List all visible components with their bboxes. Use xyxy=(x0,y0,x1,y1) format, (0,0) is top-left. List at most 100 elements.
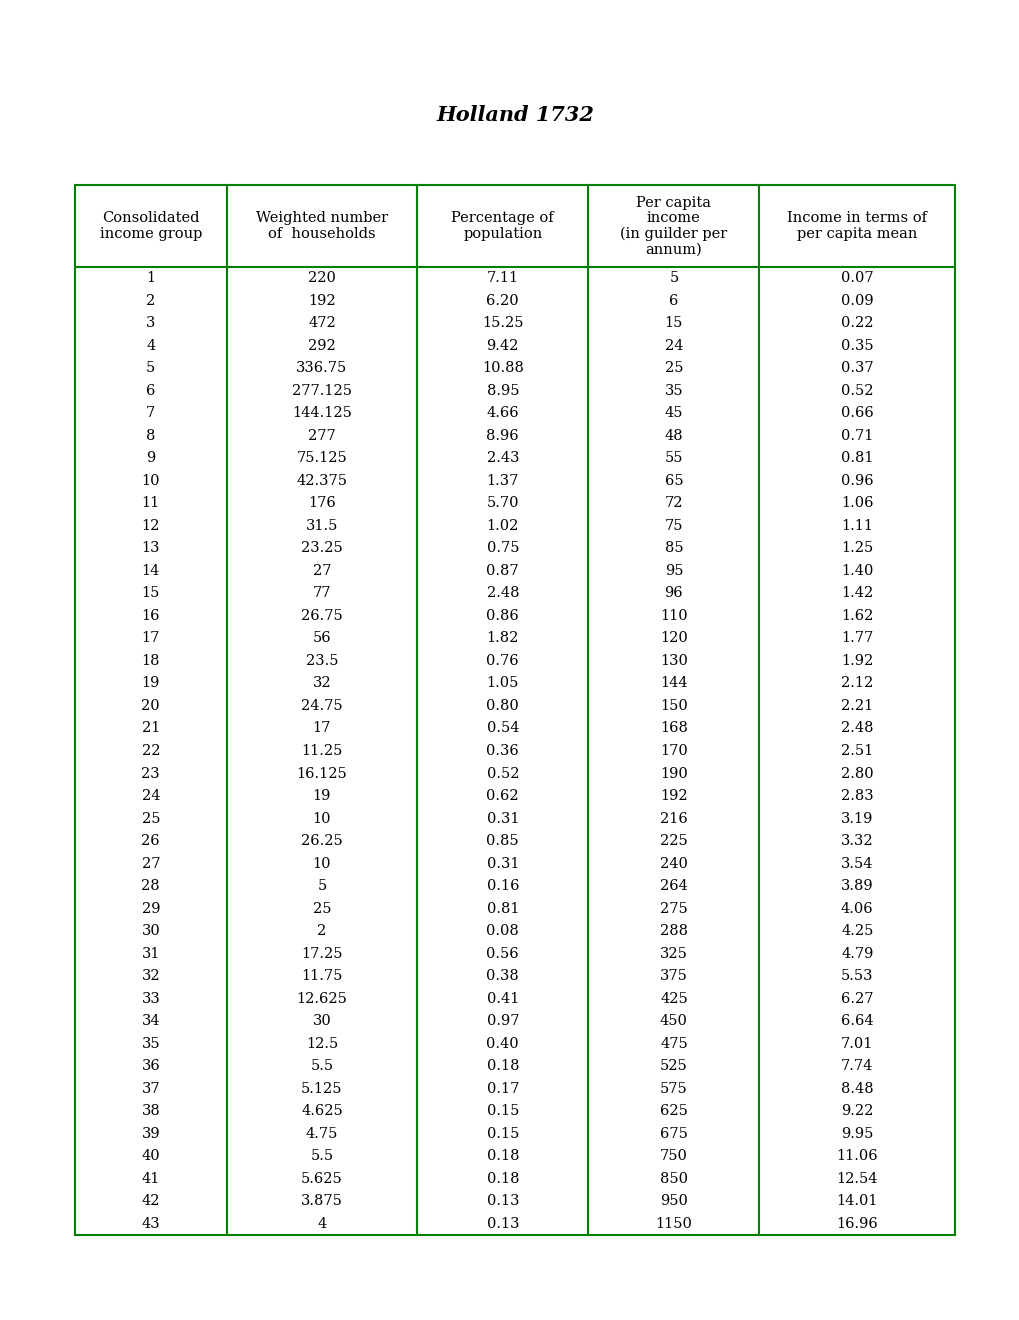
Text: 0.31: 0.31 xyxy=(486,812,519,825)
Text: 4.79: 4.79 xyxy=(841,946,872,961)
Text: 17.25: 17.25 xyxy=(301,946,342,961)
Text: 2.48: 2.48 xyxy=(486,586,519,601)
Text: 16.96: 16.96 xyxy=(836,1217,877,1230)
Text: Percentage of: Percentage of xyxy=(451,211,553,226)
Text: 0.37: 0.37 xyxy=(840,362,872,375)
Text: 0.09: 0.09 xyxy=(840,294,872,308)
Text: 85: 85 xyxy=(664,541,683,556)
Text: 27: 27 xyxy=(313,564,331,578)
Text: 375: 375 xyxy=(659,969,687,983)
Text: 45: 45 xyxy=(664,407,683,420)
Text: 2: 2 xyxy=(146,294,155,308)
Text: 130: 130 xyxy=(659,653,687,668)
Text: 0.81: 0.81 xyxy=(840,451,872,466)
Text: 40: 40 xyxy=(142,1150,160,1163)
Text: 11.75: 11.75 xyxy=(301,969,342,983)
Text: 9.22: 9.22 xyxy=(841,1105,872,1118)
Text: 0.18: 0.18 xyxy=(486,1150,519,1163)
Text: 24: 24 xyxy=(142,789,160,803)
Text: 0.08: 0.08 xyxy=(486,924,519,939)
Text: 2.51: 2.51 xyxy=(841,744,872,758)
Text: 10: 10 xyxy=(313,857,331,871)
Text: 7.11: 7.11 xyxy=(486,271,519,285)
Text: 220: 220 xyxy=(308,271,335,285)
Text: 277: 277 xyxy=(308,429,335,442)
Text: 525: 525 xyxy=(659,1059,687,1073)
Text: 8.48: 8.48 xyxy=(840,1081,872,1096)
Text: 325: 325 xyxy=(659,946,687,961)
Text: 5: 5 xyxy=(668,271,678,285)
Text: 26.25: 26.25 xyxy=(301,834,342,847)
Text: 0.54: 0.54 xyxy=(486,722,519,735)
Text: 15.25: 15.25 xyxy=(482,317,523,330)
Text: 35: 35 xyxy=(664,384,683,397)
Text: 14: 14 xyxy=(142,564,160,578)
Text: 0.40: 0.40 xyxy=(486,1036,519,1051)
Text: 4.625: 4.625 xyxy=(301,1105,342,1118)
Text: 48: 48 xyxy=(664,429,683,442)
Text: 0.17: 0.17 xyxy=(486,1081,519,1096)
Text: 4: 4 xyxy=(146,339,155,352)
Text: 190: 190 xyxy=(659,767,687,780)
Text: Per capita: Per capita xyxy=(636,195,710,210)
Text: 3.32: 3.32 xyxy=(840,834,872,847)
Text: 5.5: 5.5 xyxy=(310,1150,333,1163)
Text: 33: 33 xyxy=(142,991,160,1006)
Text: 1150: 1150 xyxy=(655,1217,692,1230)
Text: 450: 450 xyxy=(659,1014,687,1028)
Text: 77: 77 xyxy=(313,586,331,601)
Text: 0.81: 0.81 xyxy=(486,902,519,916)
Text: 264: 264 xyxy=(659,879,687,894)
Text: 6.20: 6.20 xyxy=(486,294,519,308)
Text: 292: 292 xyxy=(308,339,335,352)
Text: 8: 8 xyxy=(146,429,155,442)
Text: 27: 27 xyxy=(142,857,160,871)
Text: 336.75: 336.75 xyxy=(296,362,347,375)
Text: 0.96: 0.96 xyxy=(840,474,872,488)
Text: 2.21: 2.21 xyxy=(841,700,872,713)
Text: 5.53: 5.53 xyxy=(840,969,872,983)
Text: 6.64: 6.64 xyxy=(840,1014,872,1028)
Text: 0.85: 0.85 xyxy=(486,834,519,847)
Text: 1.02: 1.02 xyxy=(486,519,519,533)
Text: 5: 5 xyxy=(317,879,326,894)
Text: 5.625: 5.625 xyxy=(301,1172,342,1185)
Text: 6: 6 xyxy=(668,294,678,308)
Text: income: income xyxy=(646,211,700,226)
Text: 144: 144 xyxy=(659,676,687,690)
Text: 1.37: 1.37 xyxy=(486,474,519,488)
Text: 42.375: 42.375 xyxy=(297,474,347,488)
Text: 37: 37 xyxy=(142,1081,160,1096)
Text: 277.125: 277.125 xyxy=(291,384,352,397)
Text: 1.06: 1.06 xyxy=(840,496,872,511)
Text: 26: 26 xyxy=(142,834,160,847)
Text: 34: 34 xyxy=(142,1014,160,1028)
Text: 192: 192 xyxy=(659,789,687,803)
Text: 2.12: 2.12 xyxy=(841,676,872,690)
Text: 38: 38 xyxy=(142,1105,160,1118)
Text: 29: 29 xyxy=(142,902,160,916)
Text: 0.76: 0.76 xyxy=(486,653,519,668)
Text: 472: 472 xyxy=(308,317,335,330)
Text: 55: 55 xyxy=(664,451,683,466)
Text: 0.71: 0.71 xyxy=(841,429,872,442)
Text: 1.05: 1.05 xyxy=(486,676,519,690)
Text: Income in terms of: Income in terms of xyxy=(787,211,926,226)
Bar xyxy=(75,185,954,1236)
Text: 22: 22 xyxy=(142,744,160,758)
Text: 19: 19 xyxy=(313,789,331,803)
Text: 15: 15 xyxy=(142,586,160,601)
Text: 30: 30 xyxy=(142,924,160,939)
Text: 0.56: 0.56 xyxy=(486,946,519,961)
Text: 11.25: 11.25 xyxy=(301,744,342,758)
Text: 21: 21 xyxy=(142,722,160,735)
Text: 24: 24 xyxy=(664,339,683,352)
Text: 65: 65 xyxy=(664,474,683,488)
Text: 0.38: 0.38 xyxy=(486,969,519,983)
Text: 9.42: 9.42 xyxy=(486,339,519,352)
Text: 3.54: 3.54 xyxy=(840,857,872,871)
Text: 35: 35 xyxy=(142,1036,160,1051)
Text: (in guilder per: (in guilder per xyxy=(620,227,727,242)
Text: 5: 5 xyxy=(146,362,155,375)
Text: 18: 18 xyxy=(142,653,160,668)
